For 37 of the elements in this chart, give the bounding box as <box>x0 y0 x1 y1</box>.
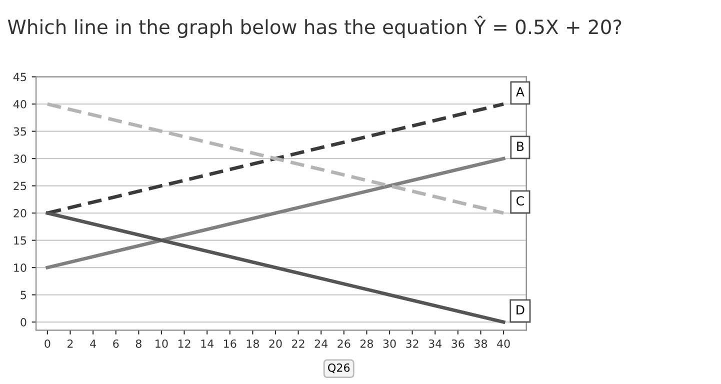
series-label: C <box>516 196 524 206</box>
series-label: B <box>517 142 524 151</box>
y-tick-label: 15 <box>14 236 26 245</box>
y-tick-label: 0 <box>20 318 26 326</box>
x-tick-label: 0 <box>44 339 50 348</box>
x-tick-label: 18 <box>246 339 259 348</box>
x-tick-label: 28 <box>360 339 374 348</box>
x-tick-label: 24 <box>314 339 328 348</box>
series-label: A <box>516 87 524 96</box>
x-tick-label: 4 <box>90 340 96 348</box>
x-tick-label: 10 <box>156 339 168 348</box>
y-tick-label: 20 <box>14 209 26 218</box>
x-tick-label: 20 <box>269 339 282 348</box>
x-tick-label: 30 <box>383 339 396 348</box>
x-tick-label: 14 <box>201 340 214 348</box>
y-tick-label: 40 <box>13 100 26 108</box>
x-tick-label: 2 <box>68 339 73 348</box>
x-tick-label: 40 <box>497 339 510 348</box>
x-tick-label: 26 <box>338 339 350 348</box>
y-tick-label: 35 <box>14 127 26 136</box>
x-tick-label: 6 <box>113 339 119 348</box>
y-tick-label: 5 <box>20 290 26 300</box>
y-tick-label: 45 <box>13 72 26 82</box>
x-tick-label: 16 <box>224 339 236 348</box>
x-tick-label: 22 <box>292 339 304 348</box>
chart-title: Which line in the graph below has the equation Ŷ = 0.5X + 20? <box>8 16 622 38</box>
x-tick-label: 36 <box>452 339 464 348</box>
y-tick-label: 25 <box>14 182 26 190</box>
y-tick-label: 30 <box>14 154 26 163</box>
x-tick-label: 34 <box>428 339 442 348</box>
x-tick-label: 12 <box>178 339 190 348</box>
y-tick-label: 10 <box>14 264 26 272</box>
text: Q26 <box>328 363 350 374</box>
x-tick-label: 8 <box>136 339 142 348</box>
x-tick-label: 38 <box>474 339 488 348</box>
series-label: D <box>516 305 524 314</box>
x-tick-label: 32 <box>406 339 418 348</box>
